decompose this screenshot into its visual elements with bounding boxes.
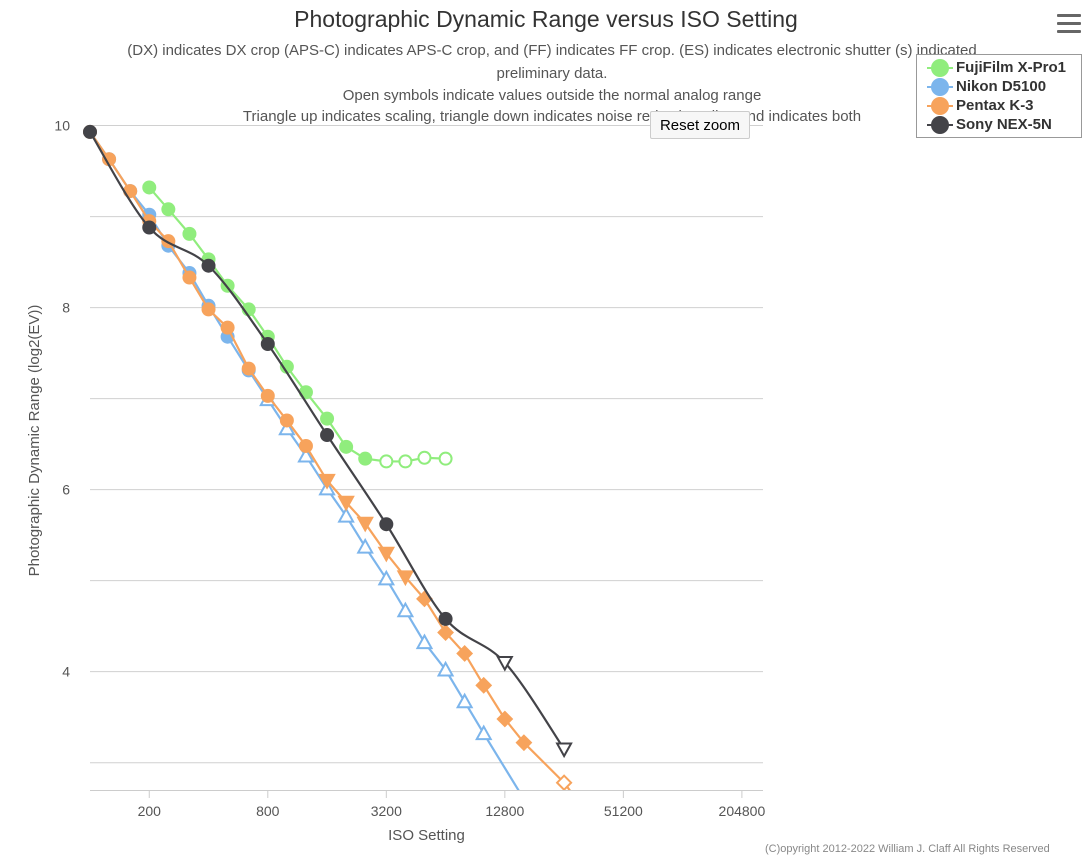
data-point[interactable] bbox=[475, 724, 493, 741]
data-point[interactable] bbox=[201, 302, 216, 317]
data-point[interactable] bbox=[339, 439, 354, 454]
data-point[interactable] bbox=[83, 124, 97, 139]
chart-subtitle-line: Open symbols indicate values outside the… bbox=[342, 87, 762, 104]
x-tick-label: 3200 bbox=[371, 803, 402, 819]
data-point[interactable] bbox=[496, 710, 514, 728]
data-point[interactable] bbox=[201, 258, 216, 273]
chart-legend: FujiFilm X-Pro1 Nikon D5100 Pentax K-3 Sony… bbox=[916, 54, 1082, 138]
legend-item-nikon-d5100[interactable]: Nikon D5100 bbox=[927, 77, 1081, 96]
data-point[interactable] bbox=[456, 645, 474, 662]
data-point[interactable] bbox=[220, 320, 235, 335]
data-point[interactable] bbox=[356, 516, 374, 533]
data-point[interactable] bbox=[298, 385, 313, 400]
data-point[interactable] bbox=[555, 774, 573, 790]
data-point[interactable] bbox=[260, 388, 275, 403]
data-point[interactable] bbox=[241, 361, 256, 376]
x-tick-label: 51200 bbox=[604, 803, 643, 819]
y-axis-title: Photographic Dynamic Range (log2(EV)) bbox=[26, 305, 43, 577]
x-axis-title: ISO Setting bbox=[388, 827, 465, 844]
legend-item-pentax-k-3[interactable]: Pentax K-3 bbox=[927, 96, 1081, 115]
grid-lines bbox=[90, 125, 763, 764]
data-point[interactable] bbox=[337, 495, 355, 512]
copyright-notice: (C)opyright 2012-2022 William J. Claff A… bbox=[765, 843, 1050, 855]
data-point[interactable] bbox=[102, 152, 117, 167]
data-point[interactable] bbox=[417, 450, 432, 465]
data-point[interactable] bbox=[496, 655, 514, 672]
y-tick-label: 8 bbox=[62, 300, 70, 316]
data-point[interactable] bbox=[398, 454, 413, 469]
legend-item-fujifilm-x-pro1[interactable]: FujiFilm X-Pro1 bbox=[927, 58, 1081, 77]
data-point[interactable] bbox=[415, 633, 434, 650]
series-fujifilm-x-pro1[interactable] bbox=[142, 180, 453, 469]
data-point[interactable] bbox=[337, 506, 355, 523]
x-tick-label: 800 bbox=[256, 803, 280, 819]
data-point[interactable] bbox=[379, 454, 394, 469]
chart-subtitle-line: (DX) indicates DX crop (APS-C) indicates… bbox=[127, 42, 977, 59]
legend-label: Sony NEX-5N bbox=[956, 116, 1052, 133]
data-point[interactable] bbox=[515, 734, 533, 752]
data-point[interactable] bbox=[279, 413, 294, 428]
legend-label: FujiFilm X-Pro1 bbox=[956, 59, 1067, 76]
x-tick-label: 204800 bbox=[719, 803, 766, 819]
series-sony-nex-5n[interactable] bbox=[83, 124, 573, 759]
data-point[interactable] bbox=[318, 473, 336, 490]
legend-label: Pentax K-3 bbox=[956, 97, 1034, 114]
data-point[interactable] bbox=[278, 419, 296, 436]
data-point[interactable] bbox=[182, 270, 197, 285]
data-point[interactable] bbox=[396, 601, 415, 618]
data-point[interactable] bbox=[438, 451, 453, 466]
data-point[interactable] bbox=[356, 537, 374, 554]
data-point[interactable] bbox=[455, 692, 474, 709]
legend-marker-icon bbox=[927, 115, 953, 134]
data-point[interactable] bbox=[182, 226, 197, 241]
data-point[interactable] bbox=[436, 660, 455, 677]
data-point[interactable] bbox=[555, 742, 573, 759]
data-point[interactable] bbox=[377, 569, 396, 586]
data-point[interactable] bbox=[161, 202, 176, 217]
data-point[interactable] bbox=[260, 337, 275, 351]
data-point[interactable] bbox=[475, 676, 493, 694]
series-layer[interactable] bbox=[83, 124, 583, 808]
data-point[interactable] bbox=[358, 451, 373, 466]
y-tick-label: 10 bbox=[54, 118, 70, 134]
x-tick-label: 12800 bbox=[485, 803, 524, 819]
data-point[interactable] bbox=[320, 411, 335, 426]
series-line[interactable] bbox=[148, 186, 446, 463]
data-point[interactable] bbox=[438, 611, 453, 626]
data-point[interactable] bbox=[437, 624, 454, 641]
hamburger-menu-icon[interactable] bbox=[1057, 14, 1081, 34]
legend-marker-icon bbox=[927, 77, 953, 96]
legend-marker-icon bbox=[927, 96, 953, 115]
y-tick-label: 6 bbox=[62, 482, 70, 498]
chart-subtitle-line: preliminary data. bbox=[496, 65, 608, 82]
data-point[interactable] bbox=[297, 446, 315, 463]
data-point[interactable] bbox=[320, 428, 335, 443]
data-point[interactable] bbox=[142, 220, 157, 235]
data-point[interactable] bbox=[379, 517, 394, 532]
legend-marker-icon bbox=[927, 58, 953, 77]
legend-item-sony-nex-5n[interactable]: Sony NEX-5N bbox=[927, 115, 1081, 134]
legend-label: Nikon D5100 bbox=[956, 78, 1047, 95]
reset-zoom-button[interactable]: Reset zoom bbox=[650, 111, 750, 139]
data-point[interactable] bbox=[396, 570, 415, 587]
chart-title: Photographic Dynamic Range versus ISO Se… bbox=[294, 6, 798, 32]
data-point[interactable] bbox=[298, 438, 313, 453]
axes: 200 800 3200 12800 51200 204800 4 6 8 10 bbox=[54, 118, 765, 819]
x-tick-label: 200 bbox=[138, 803, 162, 819]
y-tick-label: 4 bbox=[62, 664, 70, 680]
data-point[interactable] bbox=[377, 546, 396, 563]
data-point[interactable] bbox=[142, 180, 157, 195]
data-point[interactable] bbox=[279, 359, 294, 374]
series-line[interactable] bbox=[89, 131, 583, 808]
